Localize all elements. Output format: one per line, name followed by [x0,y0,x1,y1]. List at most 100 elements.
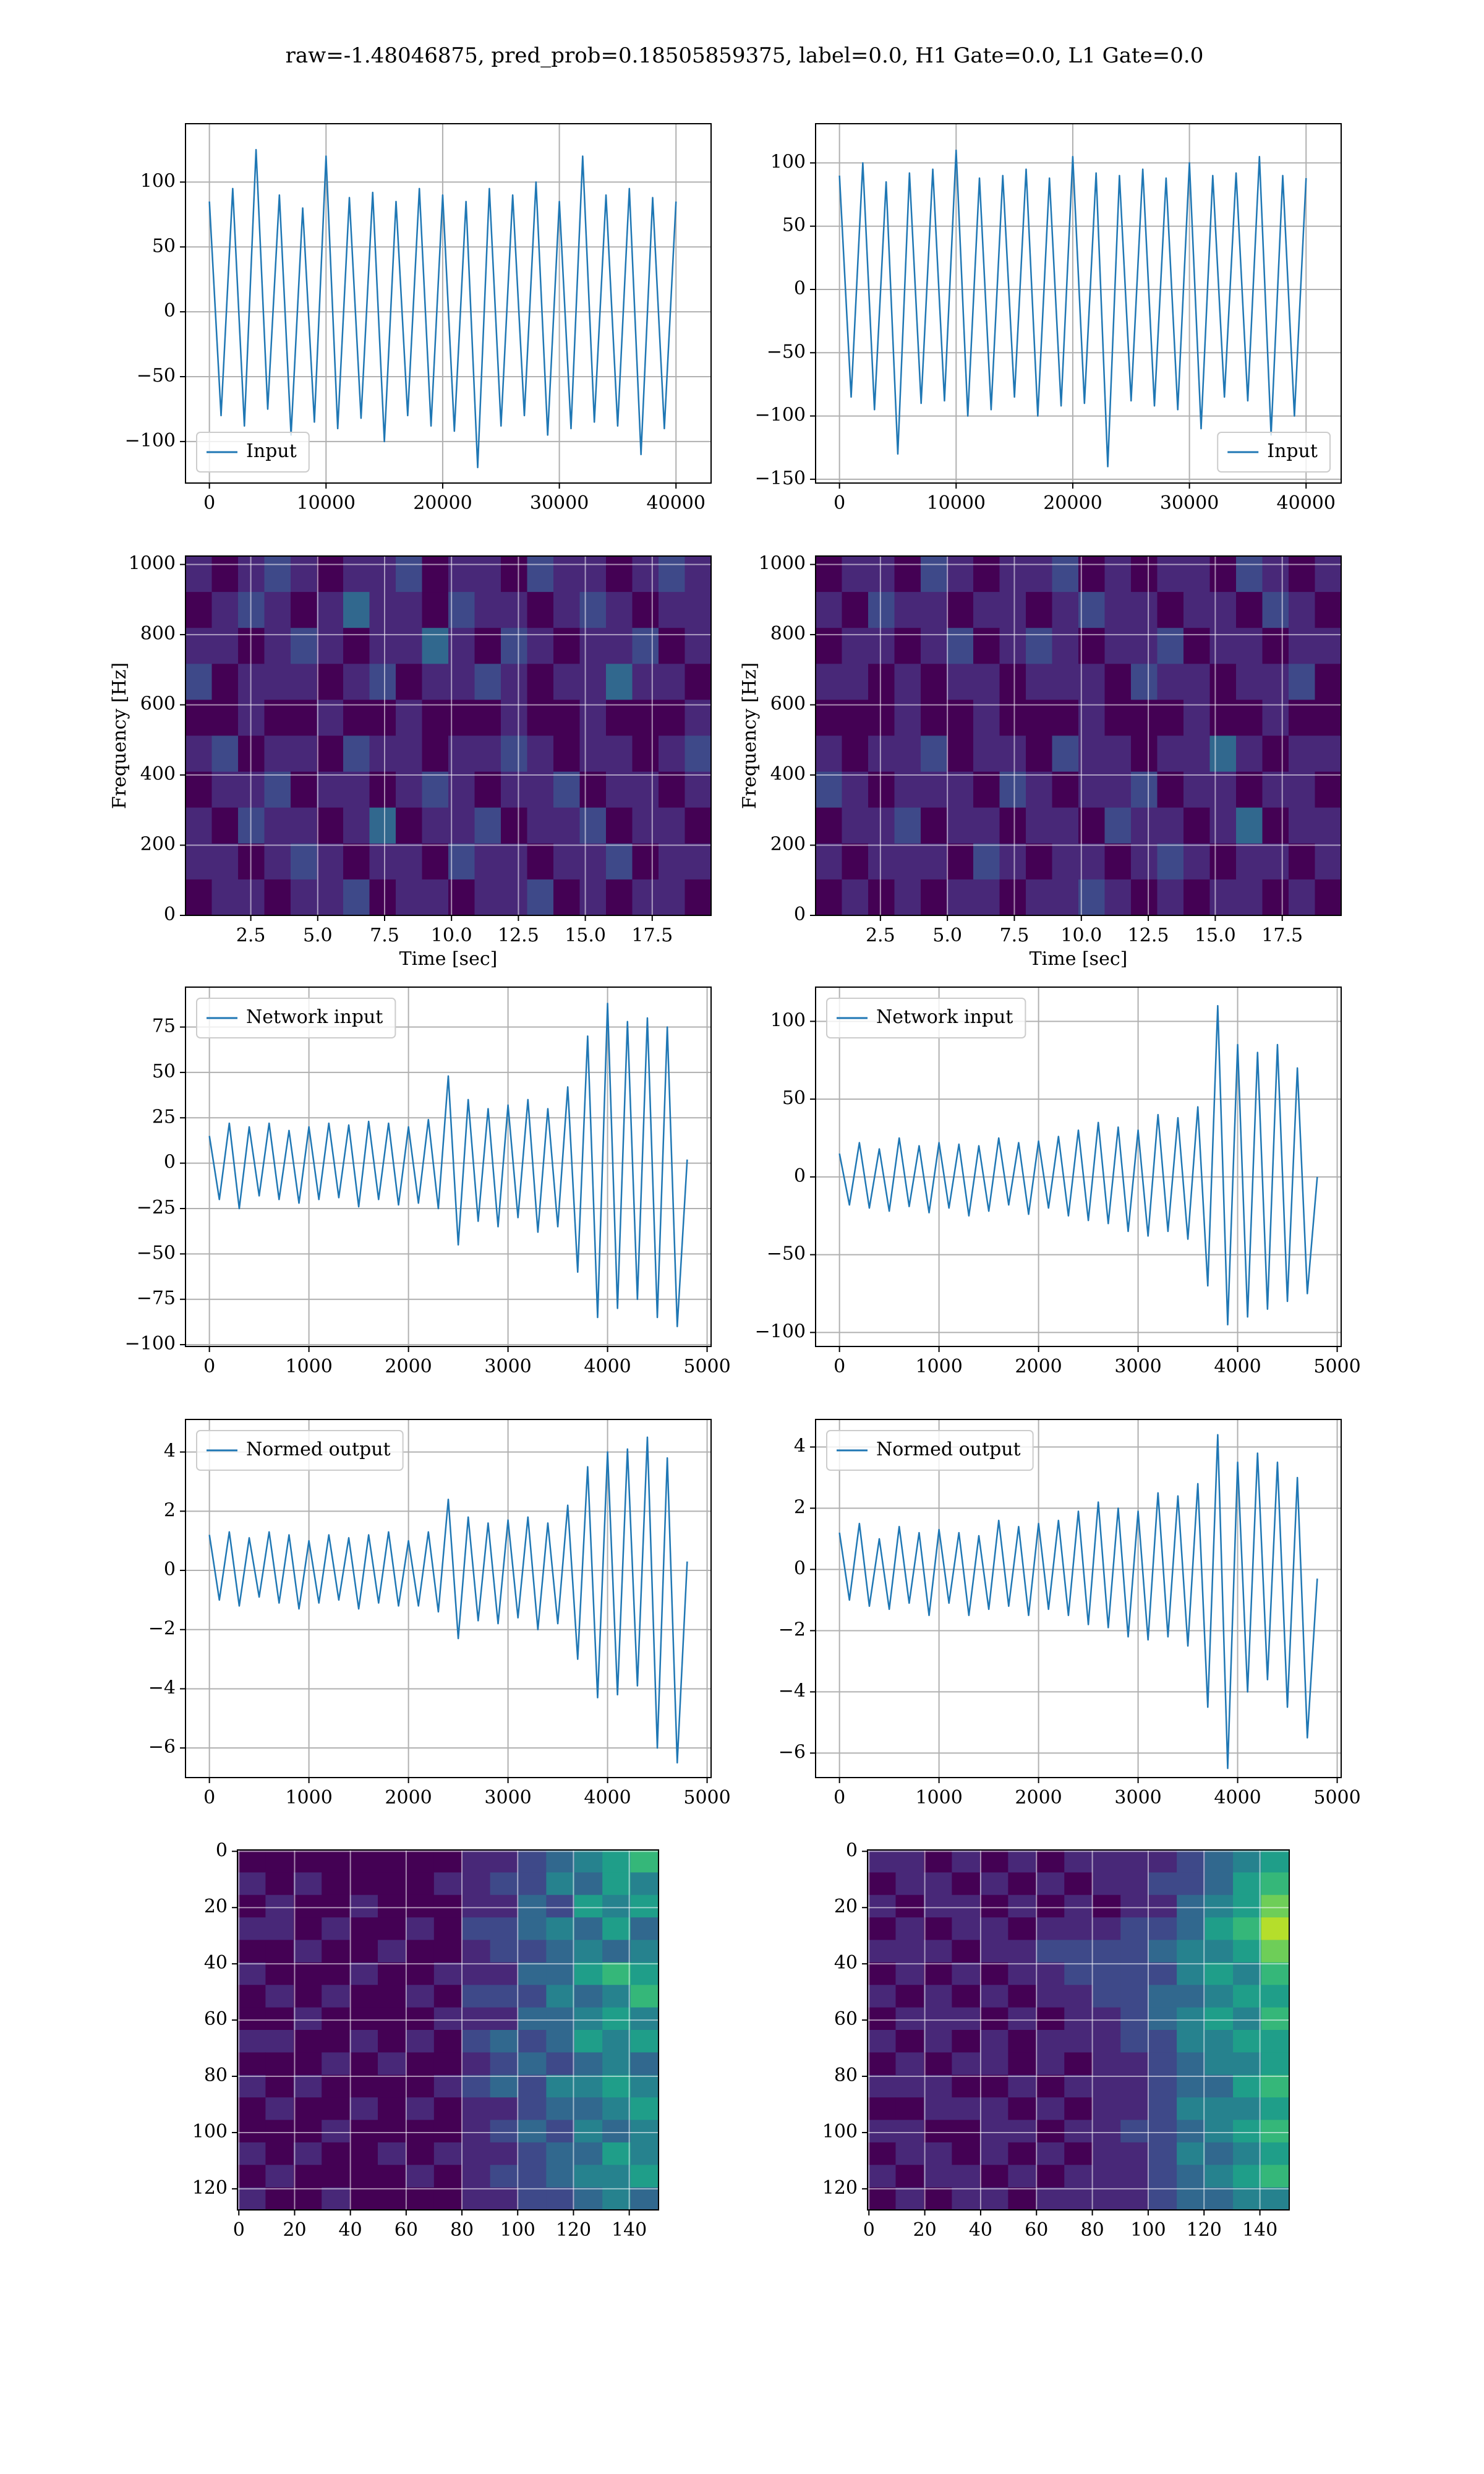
heat-cell [422,664,449,700]
heat-cell [579,700,607,736]
heat-cell [527,843,554,880]
heat-cell [842,700,869,736]
heat-cell [1261,1894,1289,1918]
heat-cell [895,2052,924,2076]
heat-cell [659,592,685,628]
heat-cell [1104,700,1132,736]
heat-cell [553,628,580,664]
heat-cell [378,2097,406,2120]
heat-cell [1236,735,1263,773]
heat-cell [378,2187,406,2210]
heat-cell [343,556,370,593]
heat-cell [1104,664,1132,700]
heat-cell [894,700,921,736]
heat-cell [1036,2142,1065,2165]
heat-cell [1233,2097,1262,2120]
heat-cell [1064,1872,1093,1896]
heat-cell [349,2097,378,2120]
heat-cell [1148,1962,1177,1985]
heat-cell [921,807,947,844]
heat-cell [1205,2120,1234,2143]
heat-cell [518,1940,547,1963]
heat-cell [1092,2030,1121,2053]
heat-cell [842,556,869,593]
heat-cell [1236,879,1263,915]
x-tick-label: 2000 [385,1787,432,1808]
heat-cell [343,735,370,773]
heat-cell [579,771,607,808]
axes-frame [815,987,1342,1347]
heat-cell [895,1894,924,1918]
heat-cell [186,700,212,736]
heat-cell [406,2187,435,2210]
heat-cell [630,2074,659,2098]
heat-cell [349,2074,378,2098]
heat-cell [422,556,449,593]
heat-cell [546,2097,575,2120]
heat-cell [462,2097,491,2120]
x-tick-label: 20000 [413,492,472,514]
heat-cell [602,2097,631,2120]
heat-cell [999,807,1026,844]
heat-cell [816,592,842,628]
heat-cell [947,735,974,773]
heat-cell [474,843,501,880]
heat-cell [684,807,711,844]
axes-frame [185,123,712,484]
heat-cell [1008,2074,1037,2098]
x-tick-label: 80 [450,2219,474,2241]
x-tick-label: 5.0 [932,925,962,946]
heat-cell [574,2142,603,2165]
heat-cell [1026,771,1052,808]
heat-cell [923,2165,952,2188]
heat-cell [553,771,580,808]
heat-cell [630,1962,659,1985]
heat-cell [1261,2097,1289,2120]
heat-cell [973,843,1000,880]
x-axis-label: Time [sec] [1030,948,1128,970]
heat-cell [322,2142,351,2165]
heat-cell [553,700,580,736]
y-tick-label: −100 [755,1320,806,1342]
heat-cell [868,628,895,664]
heat-cell [868,2074,896,2098]
heat-cell [293,2007,322,2031]
heat-cell [1209,735,1237,773]
y-axis-label: Frequency [Hz] [109,662,130,809]
heat-cell [816,771,842,808]
x-tick-label: 3000 [484,1787,531,1808]
heat-cell [602,1940,631,1963]
heat-cell [1104,807,1132,844]
heat-cell [265,2142,294,2165]
heat-cell [894,592,921,628]
heat-cell [1157,592,1184,628]
heat-cell [378,1850,406,1873]
heat-cell [868,735,895,773]
heat-cell [973,664,1000,700]
heat-cell [490,2097,519,2120]
heat-cell [659,879,685,915]
y-tick-label: 0 [164,300,176,322]
heat-cell [186,843,212,880]
y-tick-label: 120 [822,2177,858,2199]
heat-cell [518,1894,547,1918]
y-tick-label: 0 [794,1557,806,1579]
heat-cell [630,2007,659,2031]
heat-cell [1092,2187,1121,2210]
y-tick-label: −100 [125,430,176,452]
heat-cell [1120,2187,1149,2210]
heat-cell [1236,771,1263,808]
data-line [208,1436,688,1764]
heat-cell [999,735,1026,773]
heat-cell [1052,807,1079,844]
heat-cell [632,735,659,773]
heat-cell [1261,2007,1289,2031]
heat-cell [490,1940,519,1963]
heat-cell [1261,2052,1289,2076]
heat-cell [630,1894,659,1918]
heat-cell [952,1894,981,1918]
heat-cell [406,1962,435,1985]
heat-cell [1026,735,1052,773]
heat-cell [1289,664,1315,700]
